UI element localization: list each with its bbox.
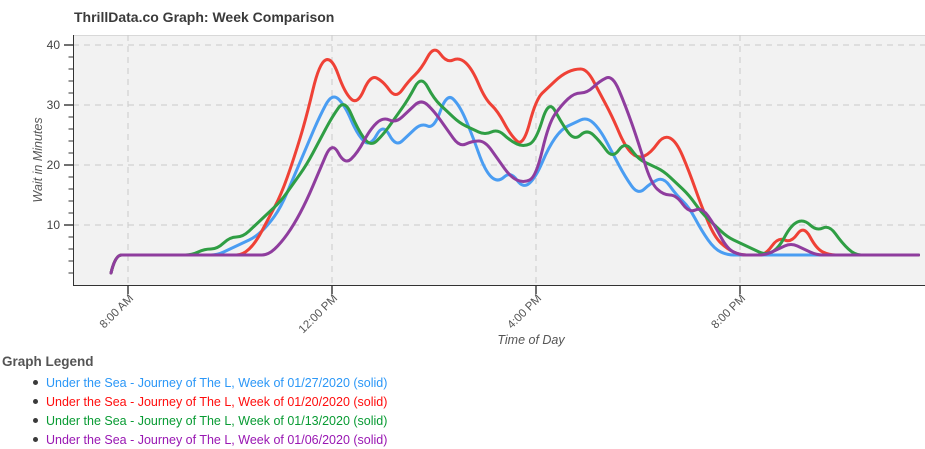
y-axis-title: Wait in Minutes xyxy=(31,117,45,202)
legend-item-label: Under the Sea - Journey of The L, Week o… xyxy=(46,394,388,409)
x-tick-label: 8:00 AM xyxy=(98,293,136,331)
legend-item-label: Under the Sea - Journey of The L, Week o… xyxy=(46,432,388,447)
y-tick-label: 20 xyxy=(47,158,61,172)
legend-list: Under the Sea - Journey of The L, Week o… xyxy=(0,373,925,449)
x-tick-label: 4:00 PM xyxy=(505,293,544,332)
legend-item: Under the Sea - Journey of The L, Week o… xyxy=(33,373,925,392)
y-tick-label: 40 xyxy=(47,38,61,52)
bullet-icon xyxy=(33,437,38,442)
y-tick-label: 10 xyxy=(47,218,61,232)
x-tick-label: 8:00 PM xyxy=(709,293,748,332)
wait-time-line-chart: 10 20 30 40 8:00 AM 12:00 PM 4:00 PM 8:00 PM Wa… xyxy=(31,35,925,347)
legend-item: Under the Sea - Journey of The L, Week o… xyxy=(33,411,925,430)
chart-title: ThrillData.co Graph: Week Comparison xyxy=(74,9,335,25)
bullet-icon xyxy=(33,399,38,404)
series-line xyxy=(109,76,920,275)
bullet-icon xyxy=(33,418,38,423)
legend-heading: Graph Legend xyxy=(2,354,94,369)
legend-item-label: Under the Sea - Journey of The L, Week o… xyxy=(46,413,388,428)
chart-figure: ThrillData.co Graph: Week Comparison 10 2… xyxy=(31,9,925,347)
bullet-icon xyxy=(33,380,38,385)
series-line xyxy=(109,48,920,275)
y-tick-label: 30 xyxy=(47,98,61,112)
legend-item: Under the Sea - Journey of The L, Week o… xyxy=(33,430,925,449)
legend-item: Under the Sea - Journey of The L, Week o… xyxy=(33,392,925,411)
x-axis-title: Time of Day xyxy=(497,333,565,347)
legend-item-label: Under the Sea - Journey of The L, Week o… xyxy=(46,375,388,390)
chart-plot-area: 10 20 30 40 8:00 AM 12:00 PM 4:00 PM 8:00 PM xyxy=(47,35,925,336)
x-tick-label: 12:00 PM xyxy=(297,293,340,336)
graph-legend: Graph Legend Under the Sea - Journey of … xyxy=(0,354,925,449)
series-line xyxy=(109,79,920,275)
